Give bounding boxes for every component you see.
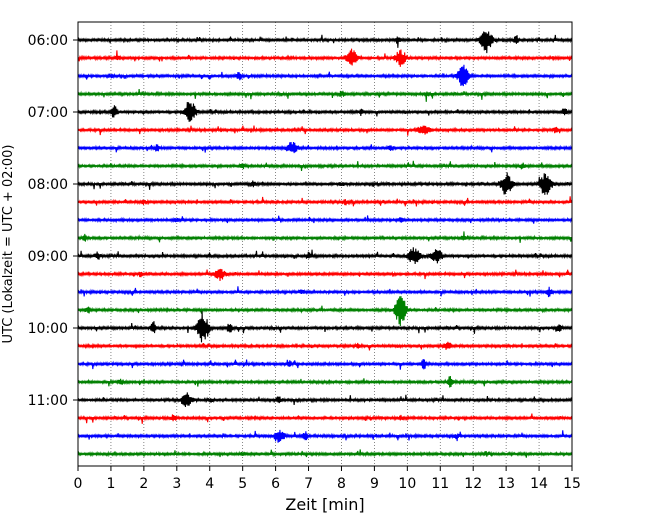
x-tick-label: 0 <box>74 476 83 492</box>
y-axis-label: UTC (Lokalzeit = UTC + 02:00) <box>1 145 16 344</box>
seismic-traces <box>77 31 573 458</box>
x-tick-label: 10 <box>398 476 416 492</box>
x-tick-label: 9 <box>370 476 379 492</box>
y-tick-label: 06:00 <box>28 33 68 49</box>
x-tick-label: 13 <box>497 476 515 492</box>
x-tick-label: 6 <box>271 476 280 492</box>
seismic-trace <box>77 311 573 343</box>
plot-frame <box>77 21 573 467</box>
x-tick-label: 14 <box>530 476 548 492</box>
y-axis-ticks: 06:00 07:00 08:00 09:00 10:00 11:00 <box>28 33 78 409</box>
x-tick-label: 5 <box>238 476 247 492</box>
x-tick-label: 4 <box>205 476 214 492</box>
x-tick-label: 3 <box>172 476 181 492</box>
x-tick-label: 8 <box>337 476 346 492</box>
x-tick-label: 11 <box>431 476 449 492</box>
x-tick-label: 7 <box>304 476 313 492</box>
x-tick-label: 1 <box>106 476 115 492</box>
seismic-trace <box>77 31 573 54</box>
y-tick-label: 08:00 <box>28 177 68 193</box>
x-tick-label: 15 <box>563 476 581 492</box>
y-tick-label: 10:00 <box>28 321 68 337</box>
seismic-trace <box>77 88 573 102</box>
seismic-trace <box>77 268 573 282</box>
y-tick-label: 11:00 <box>28 393 68 409</box>
y-tick-label: 07:00 <box>28 105 68 121</box>
seismic-trace <box>77 231 573 243</box>
y-tick-label: 09:00 <box>28 249 68 265</box>
x-tick-label: 12 <box>464 476 482 492</box>
x-axis-ticks: 0 1 2 3 4 5 6 7 8 9 10 11 12 13 14 15 <box>74 466 581 492</box>
x-grid-lines <box>110 22 540 466</box>
x-tick-label: 2 <box>139 476 148 492</box>
seismic-trace <box>77 296 573 326</box>
x-axis-label: Zeit [min] <box>285 495 364 514</box>
